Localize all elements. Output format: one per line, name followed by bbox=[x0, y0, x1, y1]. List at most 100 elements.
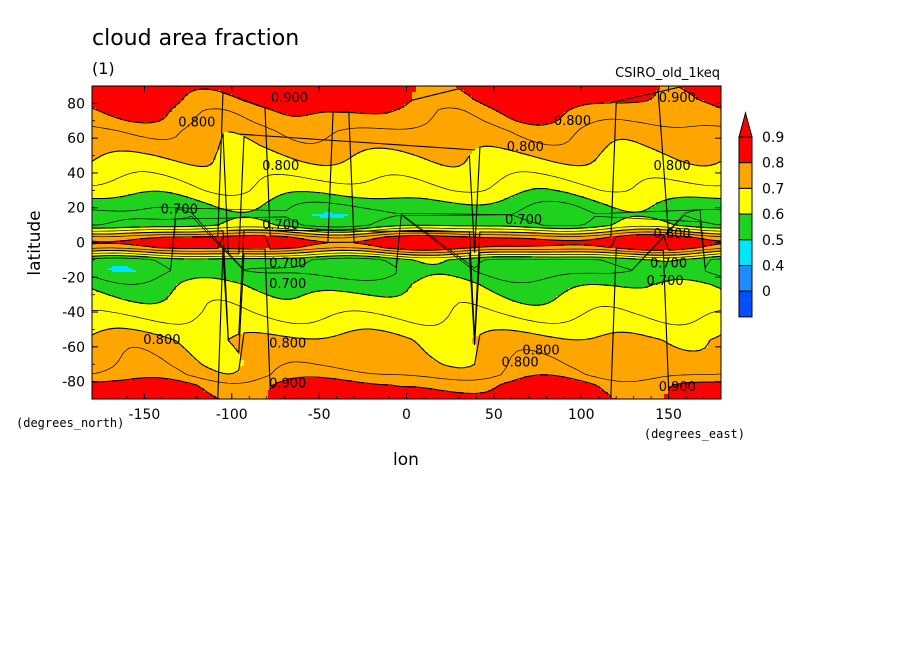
field-cell bbox=[604, 122, 609, 125]
field-cell bbox=[652, 104, 657, 107]
field-cell bbox=[612, 126, 617, 129]
field-cell bbox=[272, 114, 277, 117]
field-cell bbox=[116, 100, 121, 103]
field-cell bbox=[188, 104, 193, 107]
field-cell bbox=[644, 108, 649, 111]
field-cell bbox=[620, 116, 625, 119]
field-cell bbox=[496, 88, 501, 91]
field-cell bbox=[628, 100, 633, 103]
field-cell bbox=[280, 118, 285, 121]
field-cell bbox=[204, 118, 209, 121]
field-cell bbox=[284, 108, 289, 111]
field-cell bbox=[136, 118, 141, 121]
field-cell bbox=[276, 112, 281, 115]
field-cell bbox=[592, 120, 597, 123]
field-cell bbox=[544, 122, 549, 125]
field-cell bbox=[388, 112, 393, 115]
field-cell bbox=[496, 108, 501, 111]
field-cell bbox=[272, 116, 277, 119]
field-cell bbox=[656, 86, 661, 89]
field-cell bbox=[172, 90, 177, 93]
field-cell bbox=[284, 116, 289, 119]
field-cell bbox=[452, 86, 457, 89]
field-cell bbox=[336, 102, 341, 105]
field-cell bbox=[208, 118, 213, 121]
field-cell bbox=[664, 112, 669, 115]
field-cell bbox=[408, 86, 413, 89]
field-cell bbox=[112, 92, 117, 95]
field-cell bbox=[124, 114, 129, 117]
field-cell bbox=[300, 112, 305, 115]
field-cell bbox=[204, 92, 209, 95]
field-cell bbox=[192, 94, 197, 97]
field-cell bbox=[200, 98, 205, 101]
field-cell bbox=[512, 112, 517, 115]
field-cell bbox=[216, 114, 221, 117]
field-cell bbox=[252, 106, 257, 109]
field-cell bbox=[716, 94, 721, 97]
field-cell bbox=[396, 88, 401, 91]
field-cell bbox=[304, 112, 309, 115]
field-cell bbox=[172, 118, 177, 121]
field-cell bbox=[428, 120, 433, 123]
field-cell bbox=[656, 118, 661, 121]
field-cell bbox=[384, 108, 389, 111]
field-cell bbox=[624, 116, 629, 119]
field-cell bbox=[388, 86, 393, 89]
field-cell bbox=[548, 106, 553, 109]
field-cell bbox=[108, 92, 113, 95]
field-cell bbox=[168, 96, 173, 99]
field-cell bbox=[464, 124, 469, 127]
field-cell bbox=[108, 130, 113, 133]
field-cell bbox=[520, 120, 525, 123]
field-cell bbox=[640, 120, 645, 123]
field-cell bbox=[292, 108, 297, 111]
field-cell bbox=[560, 94, 565, 97]
field-cell bbox=[124, 120, 129, 123]
field-cell bbox=[604, 106, 609, 109]
field-cell bbox=[580, 122, 585, 125]
field-cell bbox=[428, 126, 433, 129]
field-cell bbox=[596, 126, 601, 129]
field-cell bbox=[136, 86, 141, 89]
field-cell bbox=[296, 96, 301, 99]
field-cell bbox=[580, 116, 585, 119]
field-cell bbox=[116, 104, 121, 107]
field-cell bbox=[300, 108, 305, 111]
field-cell bbox=[124, 128, 129, 131]
field-cell bbox=[684, 98, 689, 101]
field-cell bbox=[196, 116, 201, 119]
field-cell bbox=[368, 90, 373, 93]
field-cell bbox=[460, 124, 465, 127]
field-cell bbox=[532, 118, 537, 121]
field-cell bbox=[396, 116, 401, 119]
field-cell bbox=[184, 88, 189, 91]
field-cell bbox=[460, 120, 465, 123]
field-cell bbox=[456, 118, 461, 121]
field-cell bbox=[324, 98, 329, 101]
field-cell bbox=[220, 126, 225, 129]
field-cell bbox=[104, 90, 109, 93]
color-bands bbox=[92, 86, 721, 399]
field-cell bbox=[692, 128, 697, 131]
field-cell bbox=[708, 104, 713, 107]
field-cell bbox=[288, 124, 293, 127]
field-cell bbox=[104, 116, 109, 119]
field-cell bbox=[144, 102, 149, 105]
field-cell bbox=[380, 128, 385, 131]
field-cell bbox=[160, 90, 165, 93]
field-cell bbox=[656, 106, 661, 109]
field-cell bbox=[424, 112, 429, 115]
field-cell bbox=[636, 120, 641, 123]
field-cell bbox=[308, 102, 313, 105]
field-cell bbox=[672, 124, 677, 127]
field-cell bbox=[112, 110, 117, 113]
field-cell bbox=[144, 92, 149, 95]
field-cell bbox=[576, 106, 581, 109]
field-cell bbox=[192, 128, 197, 131]
field-cell bbox=[128, 128, 133, 131]
field-cell bbox=[704, 100, 709, 103]
field-cell bbox=[380, 106, 385, 109]
field-cell bbox=[176, 92, 181, 95]
field-cell bbox=[392, 104, 397, 107]
